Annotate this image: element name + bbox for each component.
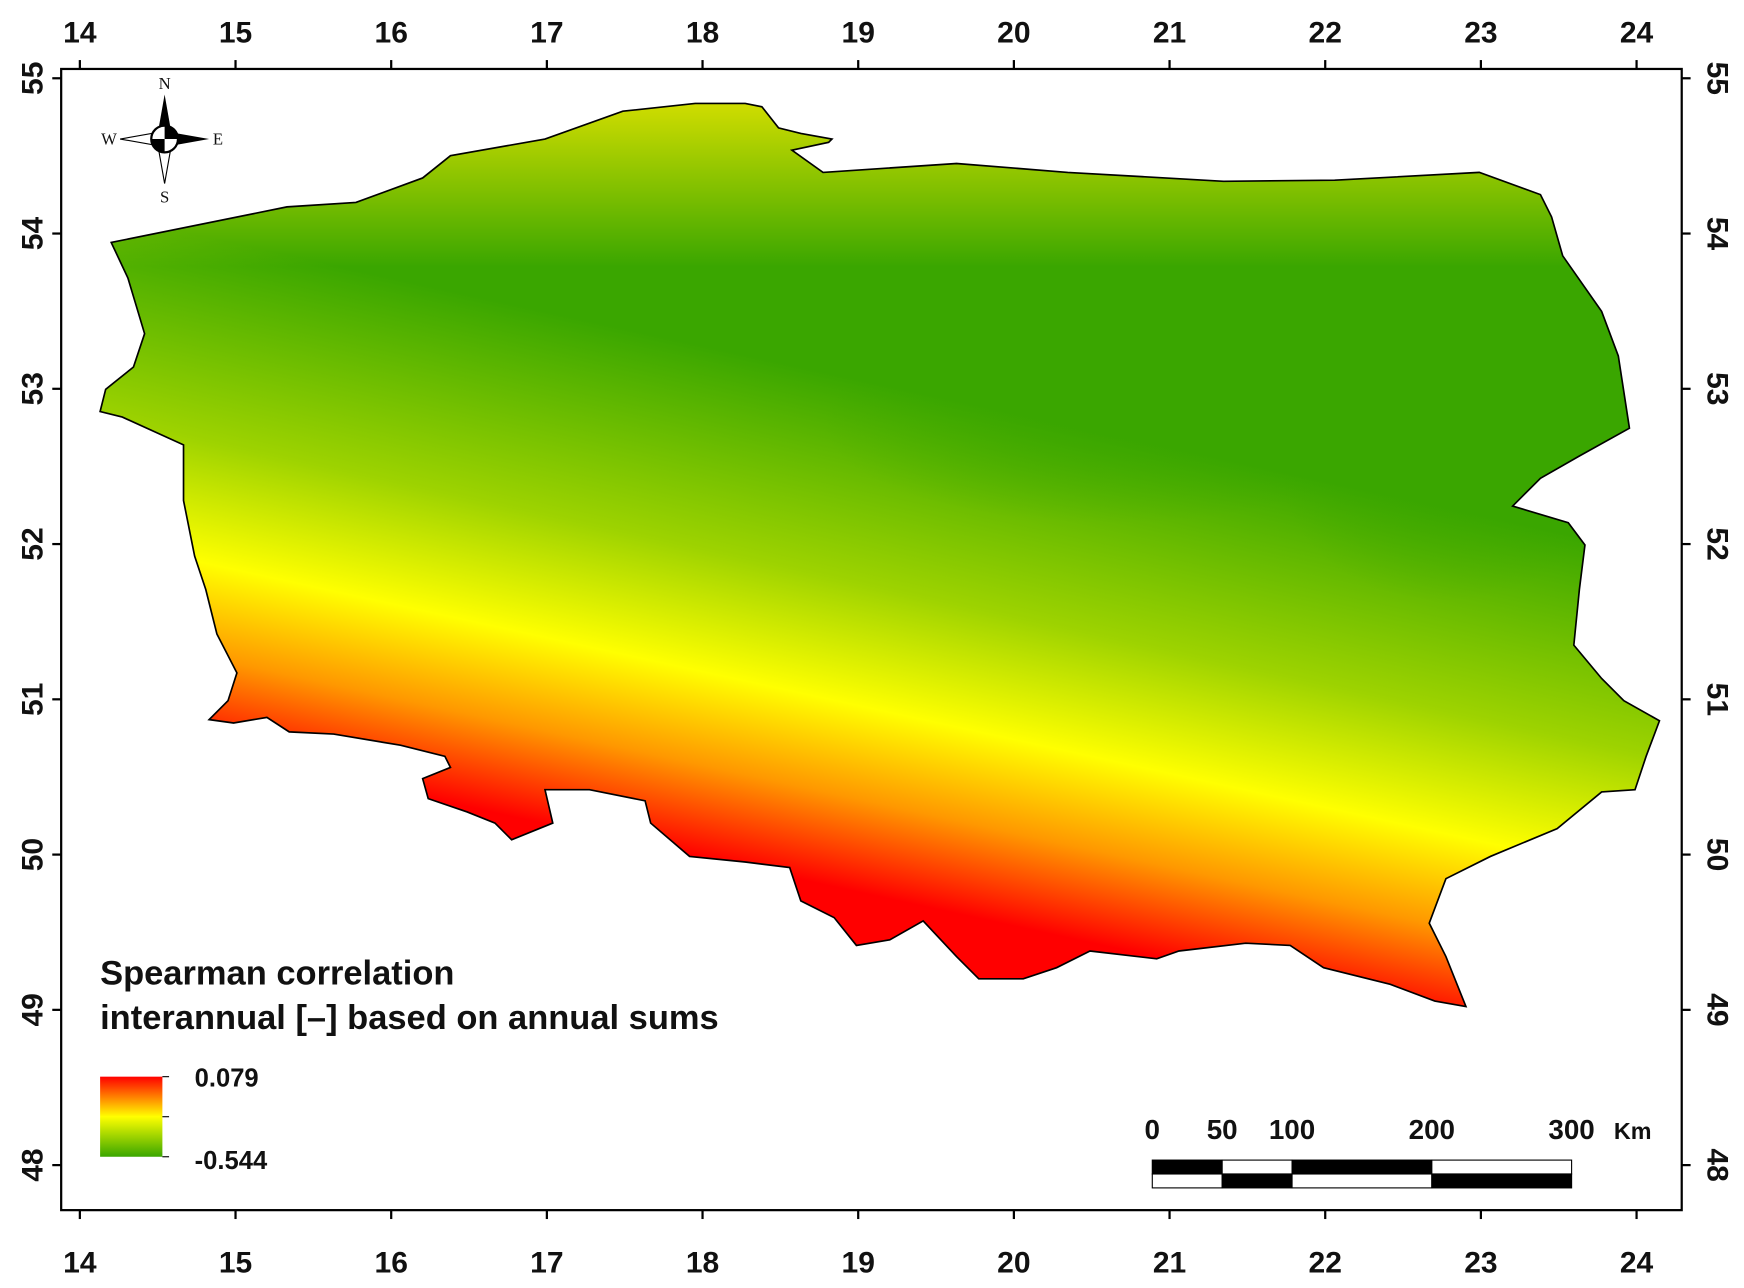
lat-label-right: 52 [1700,527,1733,560]
lon-label-top: 14 [63,16,97,49]
lon-label-bottom: 14 [63,1246,97,1279]
legend-max: 0.079 [195,1065,259,1093]
scale-segment [1291,1159,1433,1175]
lon-label-top: 24 [1620,16,1654,49]
lat-label-left: 54 [16,217,49,251]
lon-label-bottom: 23 [1464,1246,1497,1279]
lon-label-bottom: 21 [1153,1246,1186,1279]
lat-label-right: 55 [1700,62,1733,95]
lon-label-top: 21 [1153,16,1186,49]
lon-label-top: 22 [1309,16,1342,49]
scale-segment [1221,1159,1293,1175]
lon-label-bottom: 16 [375,1246,408,1279]
scale-segment [1221,1173,1293,1189]
lat-label-left: 49 [16,993,49,1026]
lon-label-bottom: 17 [530,1246,563,1279]
lat-label-right: 50 [1700,838,1733,871]
lon-label-bottom: 15 [219,1246,252,1279]
lon-label-top: 20 [997,16,1030,49]
lat-label-right: 51 [1700,683,1733,716]
lon-label-top: 23 [1464,16,1497,49]
lon-label-bottom: 22 [1309,1246,1342,1279]
legend: Spearman correlation interannual [–] bas… [100,954,719,1175]
compass-south: S [160,187,169,206]
lat-label-right: 54 [1700,217,1733,251]
lon-label-top: 15 [219,16,252,49]
lon-label-bottom: 20 [997,1246,1030,1279]
scale-label: 100 [1269,1114,1315,1145]
lat-label-right: 49 [1700,993,1733,1026]
scale-segment [1151,1173,1223,1189]
graticule-ticks: 14 14 15 15 16 16 17 17 18 18 19 19 20 20 21 21 22 22 23 23… [16,16,1733,1279]
lat-label-left: 51 [16,683,49,716]
lat-label-left: 52 [16,527,49,560]
lon-label-bottom: 18 [686,1246,719,1279]
scale-label: 200 [1409,1114,1455,1145]
compass-east: E [213,130,223,149]
compass-west: W [101,130,117,149]
scale-segment [1431,1159,1573,1175]
compass: N E S W [101,74,223,206]
scale-unit: Km [1614,1118,1652,1144]
lat-label-left: 55 [16,62,49,95]
scale-label: 50 [1207,1114,1238,1145]
compass-north: N [159,74,171,93]
color-ramp [100,1076,163,1157]
scale-label: 0 [1145,1114,1160,1145]
lat-label-left: 48 [16,1148,49,1181]
scale-label: 300 [1548,1114,1594,1145]
lon-label-bottom: 24 [1620,1246,1654,1279]
scale-segment [1291,1173,1433,1189]
lat-label-left: 50 [16,838,49,871]
scale-segment [1431,1173,1573,1189]
lon-label-top: 17 [530,16,563,49]
lon-label-top: 18 [686,16,719,49]
lat-label-right: 53 [1700,372,1733,405]
lat-label-left: 53 [16,372,49,405]
scale-bar: 0 50 100 200 300 Km [1145,1114,1652,1189]
lon-label-bottom: 19 [842,1246,875,1279]
legend-title: interannual [–] based on annual sums [100,999,719,1037]
lon-label-top: 19 [842,16,875,49]
lon-label-top: 16 [375,16,408,49]
legend-title: Spearman correlation [100,954,454,992]
lat-label-right: 48 [1700,1148,1733,1181]
legend-min: -0.544 [195,1147,268,1175]
scale-segment [1151,1159,1223,1175]
